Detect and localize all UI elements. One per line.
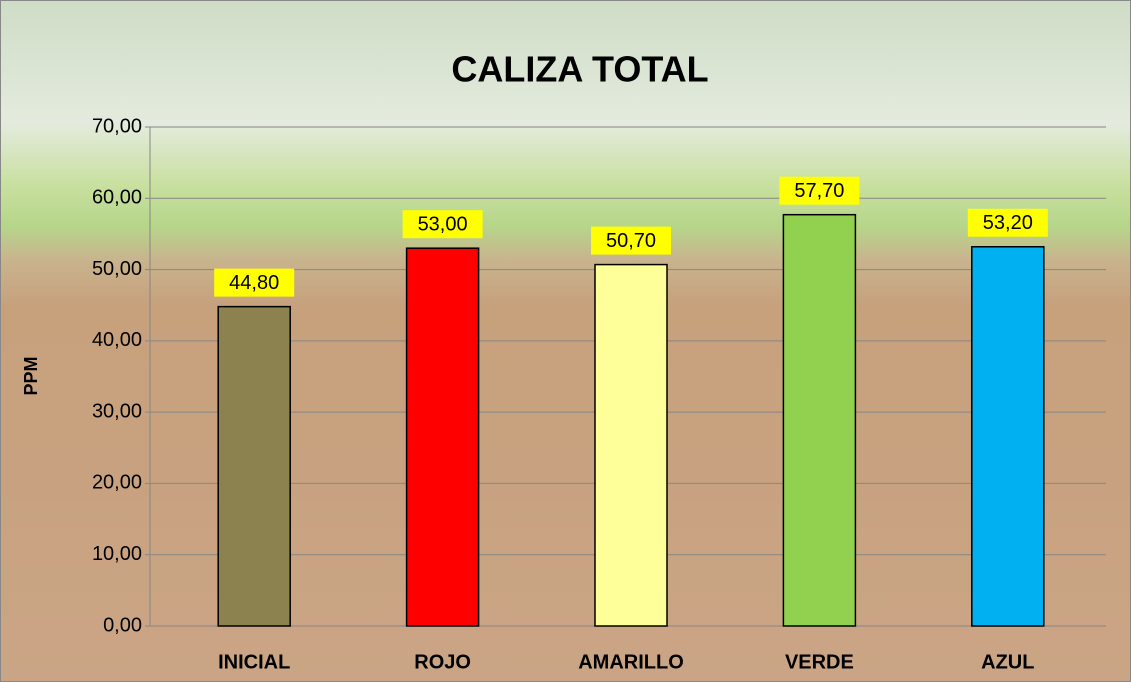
value-label-bg (967, 208, 1048, 237)
x-tick-label: AZUL (981, 651, 1034, 673)
value-label-bg (591, 226, 671, 255)
value-label-bg (402, 210, 483, 239)
y-axis-label: PPM (21, 356, 41, 395)
x-tick-label: AMARILLO (578, 651, 684, 673)
value-label: 53,00 (418, 213, 468, 235)
x-tick-label: INICIAL (218, 651, 290, 673)
y-tick-label: 20,00 (92, 472, 142, 494)
y-tick-label: 60,00 (92, 187, 142, 209)
bar (594, 263, 668, 627)
y-tick-label: 40,00 (92, 329, 142, 351)
chart-title: CALIZA TOTAL (451, 49, 708, 90)
y-tick-label: 0,00 (103, 614, 142, 636)
value-label: 53,20 (983, 212, 1033, 234)
y-tick-label: 70,00 (92, 115, 142, 137)
value-label: 50,70 (606, 230, 656, 252)
y-tick-label: 30,00 (92, 400, 142, 422)
bar (405, 247, 480, 627)
bar (217, 305, 291, 627)
value-label: 44,80 (229, 272, 279, 294)
value-label-bg (214, 268, 295, 297)
value-label: 57,70 (794, 180, 844, 202)
y-tick-label: 50,00 (92, 258, 142, 280)
value-label-bg (779, 176, 860, 205)
y-tick-label: 10,00 (92, 543, 142, 565)
bar (782, 213, 857, 627)
bar (971, 246, 1045, 627)
x-tick-label: VERDE (785, 651, 854, 673)
x-tick-label: ROJO (414, 651, 471, 673)
